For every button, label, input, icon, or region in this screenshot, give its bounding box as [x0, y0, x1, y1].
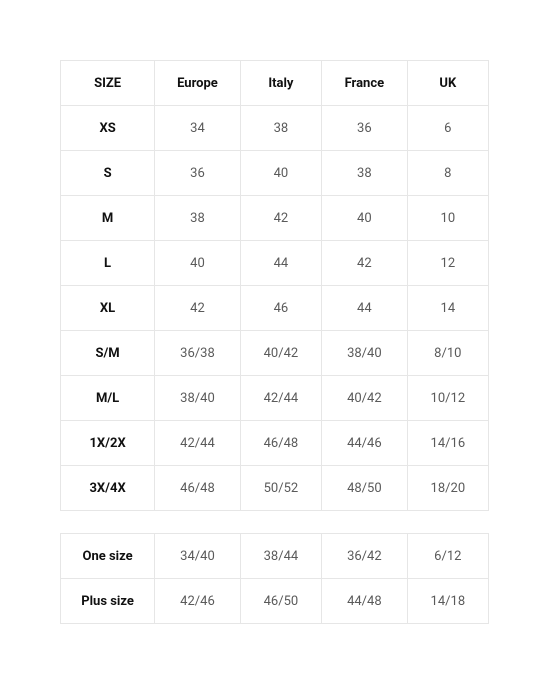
cell-value: 36 — [155, 151, 241, 196]
table-row: S/M36/3840/4238/408/10 — [61, 331, 489, 376]
cell-value: 44 — [240, 241, 321, 286]
table-row: L40444212 — [61, 241, 489, 286]
cell-value: 6 — [407, 106, 488, 151]
cell-size: S — [61, 151, 155, 196]
col-size: SIZE — [61, 61, 155, 106]
cell-size: 3X/4X — [61, 466, 155, 511]
col-italy: Italy — [240, 61, 321, 106]
table-row: XS3438366 — [61, 106, 489, 151]
cell-size: XL — [61, 286, 155, 331]
table-row: M/L38/4042/4440/4210/12 — [61, 376, 489, 421]
cell-value: 40 — [240, 151, 321, 196]
table-gap — [60, 511, 489, 533]
cell-size: XS — [61, 106, 155, 151]
cell-value: 38/40 — [155, 376, 241, 421]
cell-value: 14/18 — [407, 579, 488, 624]
cell-value: 42/46 — [155, 579, 241, 624]
cell-value: 6/12 — [407, 534, 488, 579]
size-table-main: SIZE Europe Italy France UK XS3438366S36… — [60, 60, 489, 511]
cell-size: 1X/2X — [61, 421, 155, 466]
table-row: 3X/4X46/4850/5248/5018/20 — [61, 466, 489, 511]
size-table-header: SIZE Europe Italy France UK — [61, 61, 489, 106]
table-row: S3640388 — [61, 151, 489, 196]
cell-value: 36/38 — [155, 331, 241, 376]
size-table-extra-body: One size34/4038/4436/426/12Plus size42/4… — [61, 534, 489, 624]
cell-value: 36 — [322, 106, 408, 151]
cell-value: 38 — [322, 151, 408, 196]
cell-value: 34/40 — [155, 534, 241, 579]
col-uk: UK — [407, 61, 488, 106]
table-row: XL42464414 — [61, 286, 489, 331]
cell-value: 18/20 — [407, 466, 488, 511]
table-header-row: SIZE Europe Italy France UK — [61, 61, 489, 106]
page: SIZE Europe Italy France UK XS3438366S36… — [0, 0, 549, 664]
cell-value: 8 — [407, 151, 488, 196]
cell-value: 36/42 — [322, 534, 408, 579]
cell-value: 14 — [407, 286, 488, 331]
table-row: M38424010 — [61, 196, 489, 241]
cell-value: 38/44 — [240, 534, 321, 579]
cell-value: 10/12 — [407, 376, 488, 421]
cell-value: 14/16 — [407, 421, 488, 466]
cell-size: M — [61, 196, 155, 241]
cell-value: 46 — [240, 286, 321, 331]
size-table-extra: One size34/4038/4436/426/12Plus size42/4… — [60, 533, 489, 624]
cell-value: 42 — [322, 241, 408, 286]
cell-value: 40/42 — [322, 376, 408, 421]
cell-size: S/M — [61, 331, 155, 376]
cell-value: 50/52 — [240, 466, 321, 511]
cell-value: 34 — [155, 106, 241, 151]
cell-value: 46/50 — [240, 579, 321, 624]
cell-value: 48/50 — [322, 466, 408, 511]
table-row: 1X/2X42/4446/4844/4614/16 — [61, 421, 489, 466]
cell-value: 44 — [322, 286, 408, 331]
cell-value: 38 — [240, 106, 321, 151]
table-row: Plus size42/4646/5044/4814/18 — [61, 579, 489, 624]
cell-value: 42 — [240, 196, 321, 241]
cell-value: 42/44 — [240, 376, 321, 421]
cell-value: 40 — [155, 241, 241, 286]
cell-size: One size — [61, 534, 155, 579]
cell-value: 46/48 — [155, 466, 241, 511]
cell-value: 42/44 — [155, 421, 241, 466]
col-france: France — [322, 61, 408, 106]
cell-value: 38/40 — [322, 331, 408, 376]
cell-value: 44/48 — [322, 579, 408, 624]
cell-value: 38 — [155, 196, 241, 241]
cell-value: 46/48 — [240, 421, 321, 466]
cell-value: 40 — [322, 196, 408, 241]
cell-value: 42 — [155, 286, 241, 331]
size-table-body: XS3438366S3640388M38424010L40444212XL424… — [61, 106, 489, 511]
cell-value: 12 — [407, 241, 488, 286]
table-row: One size34/4038/4436/426/12 — [61, 534, 489, 579]
cell-value: 40/42 — [240, 331, 321, 376]
cell-size: Plus size — [61, 579, 155, 624]
cell-value: 44/46 — [322, 421, 408, 466]
cell-size: M/L — [61, 376, 155, 421]
cell-value: 10 — [407, 196, 488, 241]
col-europe: Europe — [155, 61, 241, 106]
cell-size: L — [61, 241, 155, 286]
cell-value: 8/10 — [407, 331, 488, 376]
